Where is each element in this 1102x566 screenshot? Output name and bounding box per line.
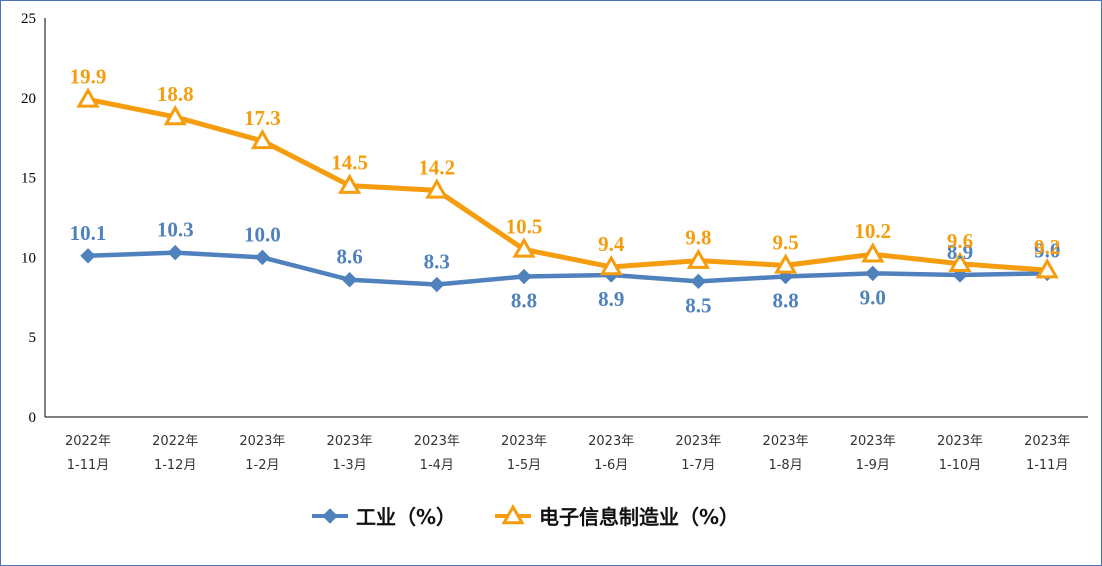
data-label: 10.2 xyxy=(854,219,891,243)
data-point xyxy=(341,272,358,288)
data-label: 9.6 xyxy=(947,229,973,253)
data-point xyxy=(512,237,536,258)
data-point xyxy=(948,251,972,273)
y-tick-label: 20 xyxy=(21,91,36,107)
y-tick-label: 15 xyxy=(21,171,36,187)
data-label: 9.4 xyxy=(598,232,625,256)
legend-label: 工业（%） xyxy=(356,505,456,529)
data-point xyxy=(250,128,274,150)
data-label: 8.9 xyxy=(598,287,624,311)
data-point xyxy=(163,104,187,126)
data-label: 19.9 xyxy=(70,64,107,88)
x-tick-label: 2023年 xyxy=(239,434,285,449)
legend-marker xyxy=(322,508,338,524)
y-tick-label: 25 xyxy=(21,11,36,27)
data-point xyxy=(865,265,881,282)
data-point xyxy=(516,268,532,285)
data-label: 10.5 xyxy=(506,214,543,238)
data-point xyxy=(861,242,885,263)
data-label: 14.5 xyxy=(331,151,368,175)
x-tick-label: 2023年 xyxy=(1024,434,1070,449)
x-tick-label: 2023年 xyxy=(850,434,896,449)
data-label: 9.2 xyxy=(1034,235,1060,259)
data-label: 10.1 xyxy=(70,221,107,245)
data-label: 8.3 xyxy=(424,250,450,274)
data-label: 8.5 xyxy=(685,293,711,317)
x-tick-label: 2023年 xyxy=(763,434,809,449)
x-tick-label: 2022年 xyxy=(65,434,111,449)
data-point xyxy=(425,178,449,199)
data-label: 9.5 xyxy=(772,230,798,254)
data-point xyxy=(254,249,271,266)
data-point xyxy=(1035,258,1059,279)
data-label: 8.8 xyxy=(772,289,798,313)
data-point xyxy=(599,254,623,276)
y-tick-label: 0 xyxy=(29,410,37,426)
x-tick-label: 1-2月 xyxy=(245,458,279,473)
data-label: 9.0 xyxy=(860,285,886,309)
x-tick-label: 1-5月 xyxy=(507,458,541,473)
data-label: 8.8 xyxy=(511,289,537,313)
legend-marker xyxy=(501,503,525,525)
x-tick-label: 1-7月 xyxy=(681,458,715,473)
data-point xyxy=(686,248,710,269)
x-tick-label: 1-9月 xyxy=(856,458,890,473)
data-label: 9.8 xyxy=(685,226,711,250)
data-label: 9.0 xyxy=(1034,238,1060,262)
x-tick-label: 1-11月 xyxy=(67,458,110,473)
x-tick-label: 2023年 xyxy=(501,434,547,449)
x-tick-label: 1-4月 xyxy=(420,458,454,473)
data-point xyxy=(338,173,362,194)
x-tick-label: 2023年 xyxy=(414,434,460,449)
data-label: 10.3 xyxy=(157,218,194,242)
data-label: 8.9 xyxy=(947,240,973,264)
x-tick-label: 2023年 xyxy=(675,434,721,449)
data-point xyxy=(690,273,707,290)
data-point xyxy=(76,87,100,108)
x-tick-label: 2023年 xyxy=(327,434,373,449)
y-tick-label: 10 xyxy=(21,250,36,266)
data-label: 8.6 xyxy=(336,245,362,269)
data-point xyxy=(429,276,445,293)
y-tick-label: 5 xyxy=(29,330,37,346)
x-tick-label: 1-11月 xyxy=(1026,458,1069,473)
x-tick-label: 2022年 xyxy=(152,434,198,449)
x-tick-label: 1-12月 xyxy=(154,458,197,473)
series-line xyxy=(85,96,1050,273)
data-point xyxy=(80,248,96,264)
data-label: 18.8 xyxy=(157,82,194,106)
series-line xyxy=(85,250,1050,287)
x-tick-label: 1-3月 xyxy=(332,458,366,473)
data-label: 17.3 xyxy=(244,106,281,130)
x-tick-label: 2023年 xyxy=(588,434,634,449)
x-tick-label: 1-10月 xyxy=(939,458,982,473)
x-tick-label: 1-8月 xyxy=(768,458,802,473)
data-point xyxy=(774,253,798,274)
legend-label: 电子信息制造业（%） xyxy=(539,505,739,529)
data-label: 14.2 xyxy=(418,155,455,179)
x-tick-label: 1-6月 xyxy=(594,458,628,473)
data-label: 10.0 xyxy=(244,222,281,246)
data-point xyxy=(167,244,183,261)
x-tick-label: 2023年 xyxy=(937,434,983,449)
